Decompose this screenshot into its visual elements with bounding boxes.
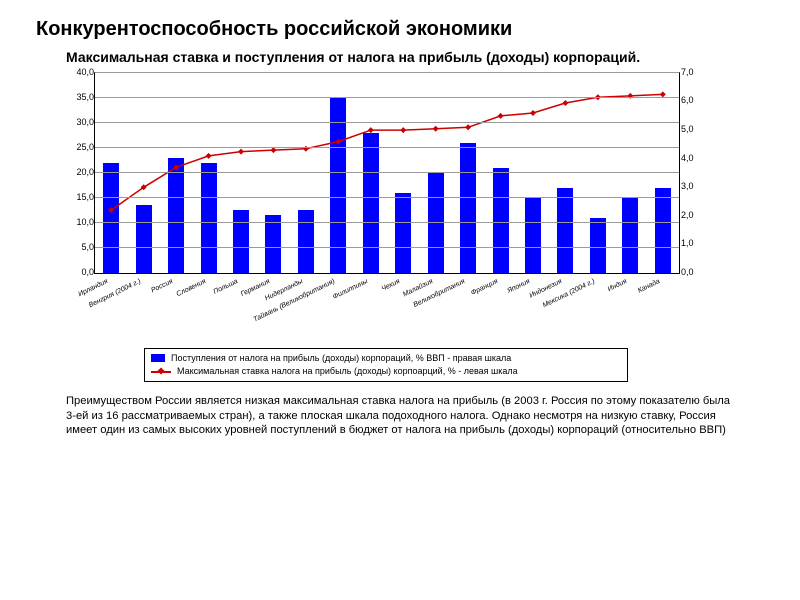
gridline: [95, 222, 679, 223]
x-category-label: Словения: [175, 278, 207, 298]
ytick-right: 1,0: [678, 238, 709, 248]
line-marker: [238, 148, 244, 154]
line-marker: [433, 126, 439, 132]
x-category-label: Россия: [150, 278, 174, 294]
gridline: [95, 172, 679, 173]
ytick-right: 2,0: [678, 210, 709, 220]
gridline: [95, 147, 679, 148]
ytick-right: 3,0: [678, 181, 709, 191]
y-axis-right: 0,01,02,03,04,05,06,07,0: [678, 72, 706, 272]
ytick-left: 5,0: [66, 242, 97, 252]
ytick-left: 30,0: [66, 117, 97, 127]
gridline: [95, 197, 679, 198]
line-marker: [562, 100, 568, 106]
line-marker: [498, 113, 504, 119]
ytick-right: 4,0: [678, 153, 709, 163]
legend: Поступления от налога на прибыль (доходы…: [144, 348, 628, 382]
line-marker: [465, 124, 471, 130]
ytick-left: 40,0: [66, 67, 97, 77]
x-category-label: Филиппины: [332, 278, 369, 301]
y-axis-left: 0,05,010,015,020,025,030,035,040,0: [66, 72, 94, 272]
line-marker: [270, 147, 276, 153]
plot-area: [94, 72, 680, 274]
gridline: [95, 247, 679, 248]
ytick-left: 20,0: [66, 167, 97, 177]
legend-bar-swatch-icon: [151, 354, 165, 362]
legend-line-label: Максимальная ставка налога на прибыль (д…: [177, 365, 518, 378]
ytick-left: 0,0: [66, 267, 97, 277]
legend-row-bars: Поступления от налога на прибыль (доходы…: [151, 352, 621, 365]
x-axis-labels: ИрландияВенгрия (2004 г.)РоссияСловенияП…: [94, 274, 678, 344]
x-category-label: Индия: [607, 278, 628, 293]
trend-line: [111, 94, 663, 210]
chart: 0,05,010,015,020,025,030,035,040,0 0,01,…: [66, 72, 706, 382]
page-title: Конкурентоспособность российской экономи…: [36, 18, 764, 41]
line-marker: [368, 127, 374, 133]
line-marker: [530, 110, 536, 116]
ytick-right: 7,0: [678, 67, 709, 77]
x-category-label: Польша: [212, 278, 239, 296]
line-marker: [206, 153, 212, 159]
legend-bar-label: Поступления от налога на прибыль (доходы…: [171, 352, 511, 365]
ytick-left: 35,0: [66, 92, 97, 102]
ytick-left: 10,0: [66, 217, 97, 227]
x-category-label: Канада: [637, 278, 661, 295]
gridline: [95, 97, 679, 98]
chart-subtitle: Максимальная ставка и поступления от нал…: [66, 49, 764, 66]
line-marker: [335, 138, 341, 144]
x-category-label: Чехия: [381, 278, 402, 293]
x-category-label: Япония: [506, 278, 531, 295]
slide: Конкурентоспособность российской экономи…: [0, 0, 800, 600]
legend-line-swatch-icon: [151, 366, 171, 376]
x-category-label: Франция: [470, 278, 499, 297]
legend-row-line: Максимальная ставка налога на прибыль (д…: [151, 365, 621, 378]
footnote-text: Преимуществом России является низкая мак…: [66, 394, 734, 438]
ytick-right: 6,0: [678, 95, 709, 105]
line-marker: [400, 127, 406, 133]
ytick-right: 0,0: [678, 267, 709, 277]
ytick-left: 15,0: [66, 192, 97, 202]
ytick-left: 25,0: [66, 142, 97, 152]
gridline: [95, 122, 679, 123]
ytick-right: 5,0: [678, 124, 709, 134]
line-layer: [95, 73, 679, 273]
